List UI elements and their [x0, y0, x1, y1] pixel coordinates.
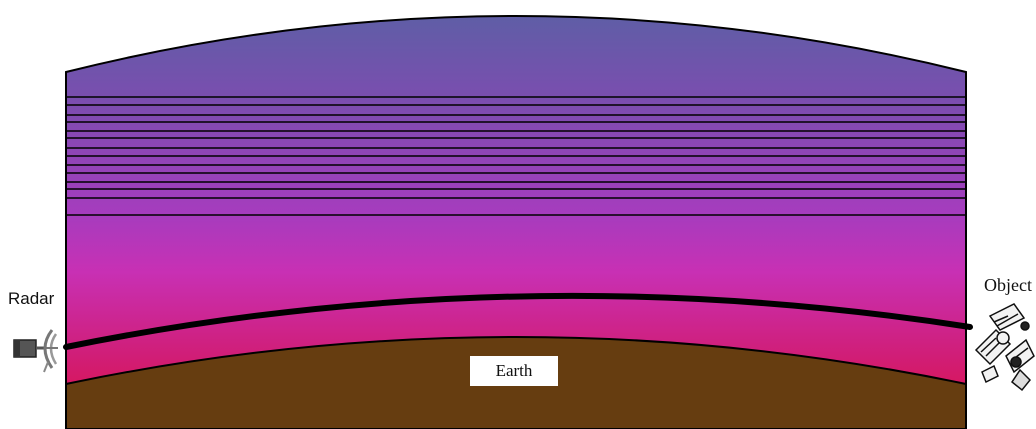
- refracted-ray: [63, 292, 973, 350]
- atmosphere: [65, 15, 967, 429]
- radar-label: Radar: [8, 289, 55, 308]
- radar-dish-icon: [13, 329, 58, 373]
- object-label: Object: [984, 275, 1032, 295]
- atmosphere-layer-lines: [66, 96, 966, 216]
- satellite-icon: [974, 303, 1035, 392]
- earth-label: Earth: [470, 356, 558, 386]
